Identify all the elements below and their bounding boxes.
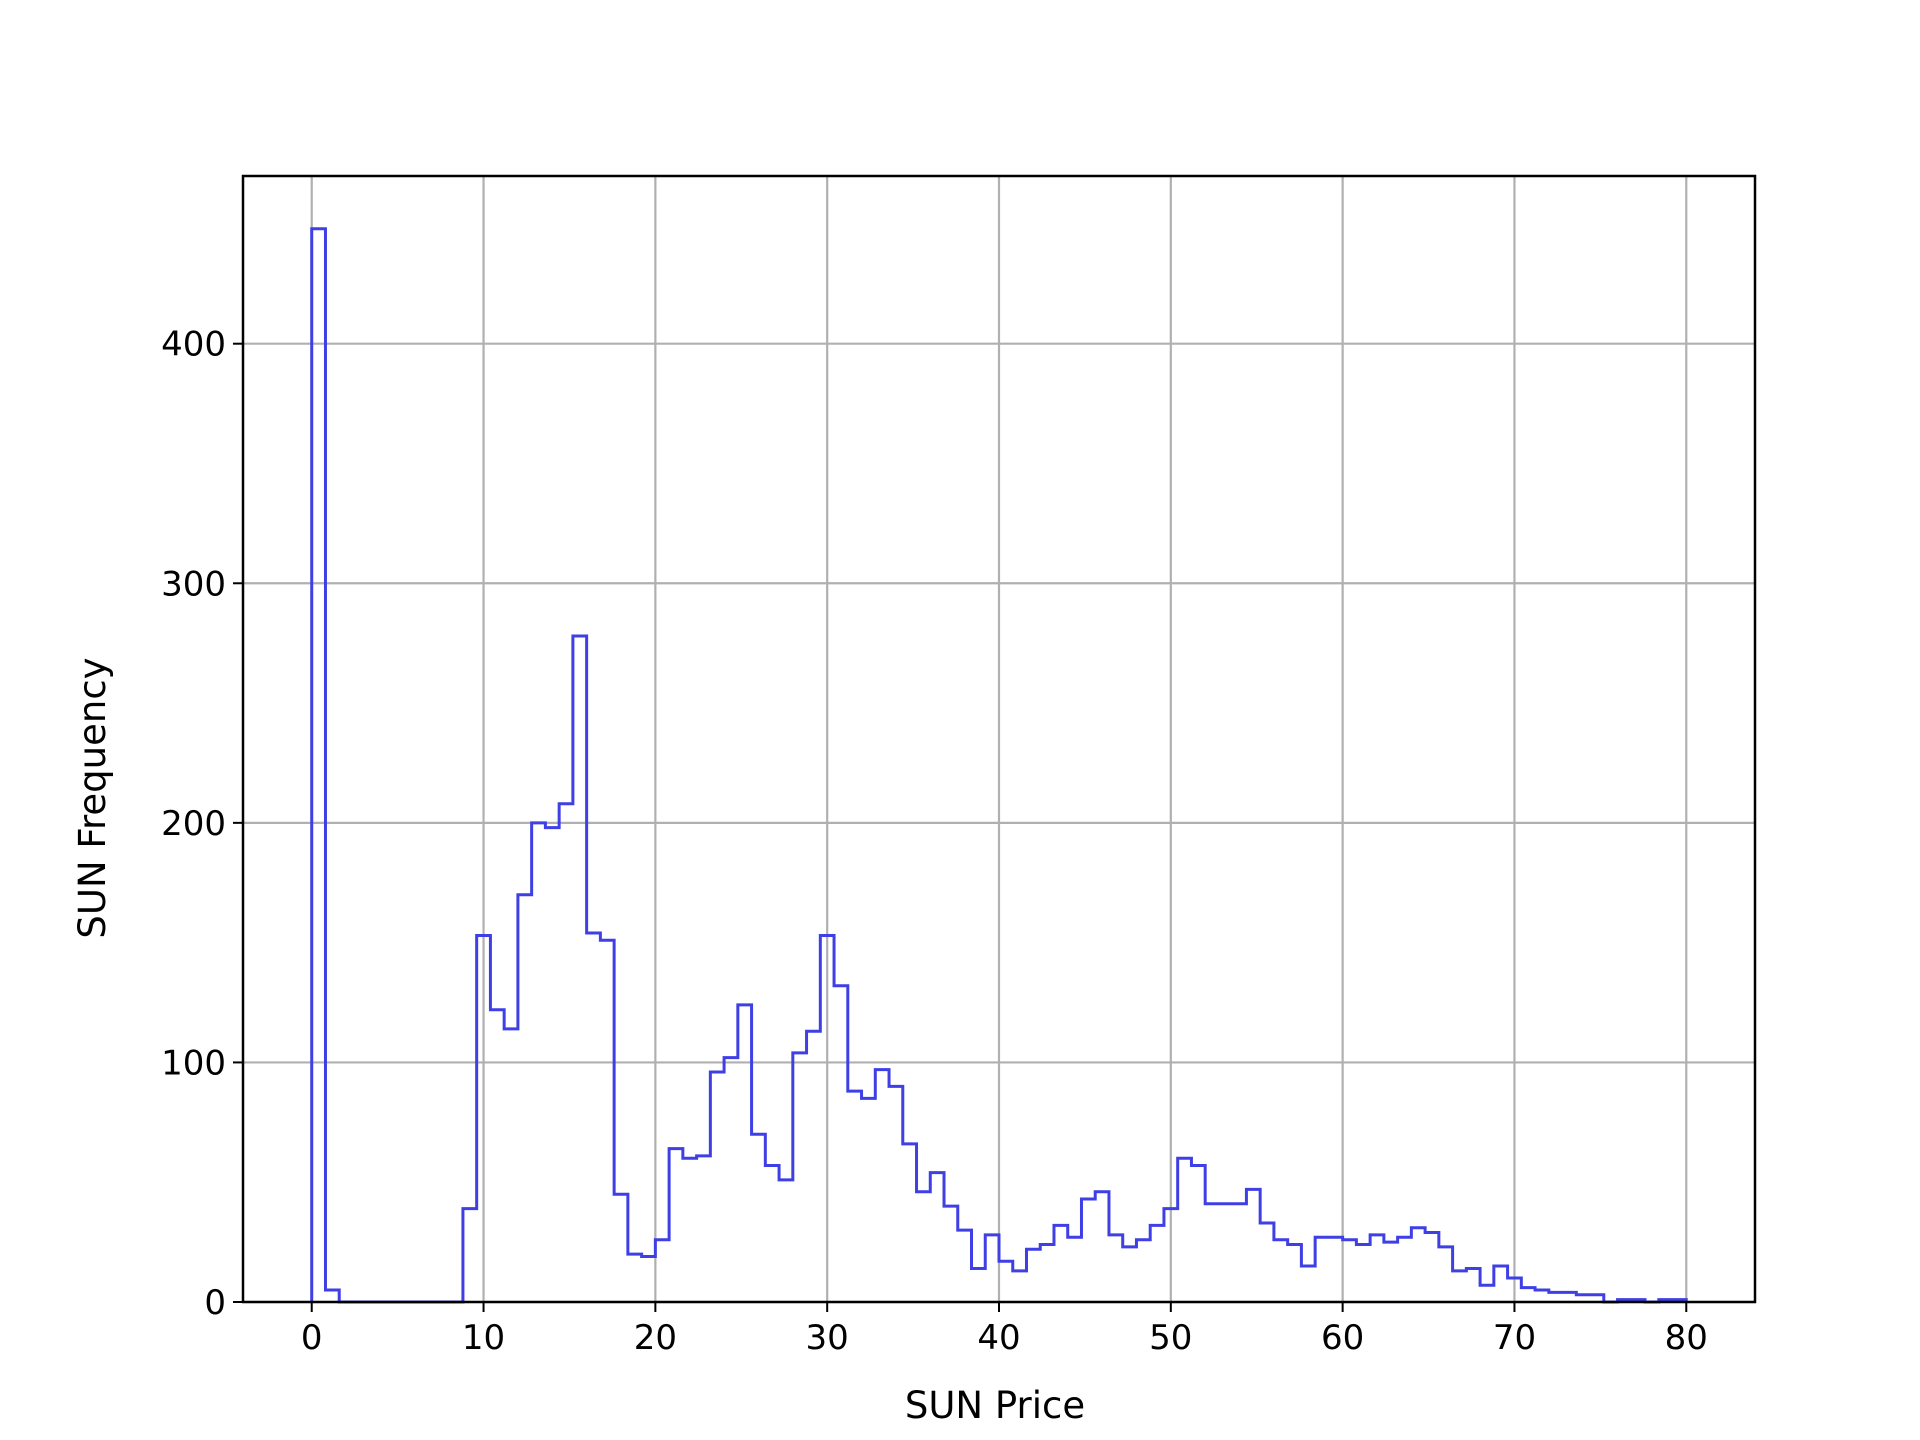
x-tick-label: 0	[301, 1318, 323, 1358]
x-tick-label: 70	[1493, 1318, 1536, 1358]
grid	[243, 176, 1755, 1304]
histogram-step-line	[310, 227, 1688, 1304]
x-tick-label: 50	[1149, 1318, 1192, 1358]
y-tick-label: 400	[161, 325, 226, 365]
x-tick-label: 80	[1665, 1318, 1708, 1358]
x-tick-label: 20	[634, 1318, 677, 1358]
y-tick-label: 0	[204, 1283, 226, 1323]
y-tick-label: 200	[161, 804, 226, 844]
y-tick-label: 300	[161, 564, 226, 604]
x-tick-label: 30	[806, 1318, 849, 1358]
x-tick-label: 40	[977, 1318, 1020, 1358]
axis-ticks: 0 10 20 30 40 50 60 70 80 0 100 200 300 400	[161, 325, 1708, 1358]
x-tick-label: 60	[1321, 1318, 1364, 1358]
x-axis-label: SUN Price	[905, 1384, 1085, 1427]
x-tick-label: 10	[462, 1318, 505, 1358]
y-axis-label: SUN Frequency	[71, 657, 114, 938]
y-tick-label: 100	[161, 1043, 226, 1083]
